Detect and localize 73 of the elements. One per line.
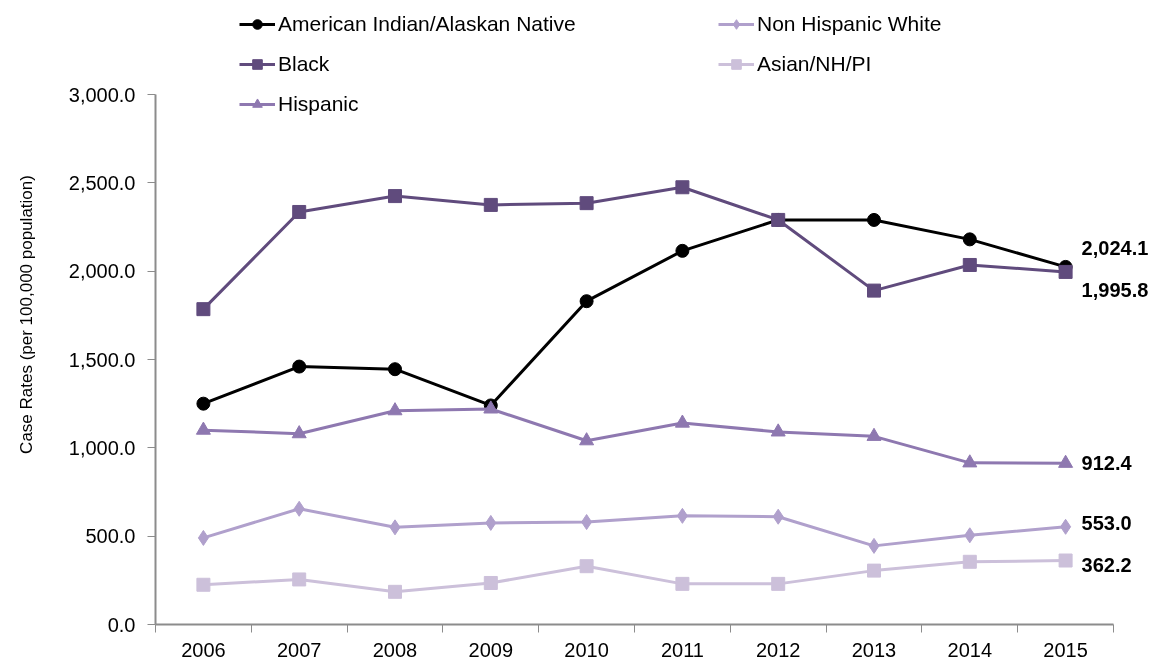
point (866, 427, 882, 441)
legend-label: Non Hispanic White (757, 12, 943, 36)
point (196, 302, 211, 317)
y-axis-title: Case Rates (per 100,000 population) (16, 175, 36, 454)
data-label: 553.0 (1081, 511, 1132, 534)
point (197, 529, 209, 546)
point (1060, 518, 1072, 535)
point (676, 507, 688, 524)
point (292, 359, 307, 374)
x-tick-label: 2011 (660, 638, 704, 661)
point (962, 454, 978, 468)
point (195, 421, 211, 435)
point (962, 257, 977, 272)
x-tick-label: 2008 (372, 638, 418, 661)
y-tick-label: 2,000.0 (68, 260, 136, 283)
point (293, 500, 305, 517)
y-tick-label: 500.0 (85, 525, 136, 548)
x-tick-label: 2012 (755, 638, 801, 661)
point (388, 584, 402, 599)
point (675, 576, 690, 591)
point (389, 519, 401, 536)
data-label: 1,995.8 (1081, 279, 1149, 302)
point (1058, 264, 1073, 279)
point (196, 396, 211, 411)
point (962, 232, 977, 247)
point (579, 196, 594, 211)
point (1058, 553, 1073, 568)
point (867, 212, 881, 227)
point (292, 572, 307, 587)
point (387, 402, 403, 416)
point (292, 204, 307, 219)
y-tick-label: 3,000.0 (68, 83, 136, 106)
point (579, 432, 595, 446)
legend-label: Asian/NH/PI (757, 52, 873, 76)
x-tick-label: 2007 (276, 638, 322, 661)
point (388, 189, 402, 204)
legend-label: Hispanic (278, 92, 360, 116)
point (291, 425, 307, 439)
point (196, 577, 211, 592)
point (485, 514, 497, 531)
y-tick-label: 1,000.0 (68, 436, 136, 459)
point (483, 575, 498, 590)
y-tick-label: 2,500.0 (68, 171, 136, 194)
point (675, 243, 690, 258)
point (867, 283, 881, 298)
x-tick-label: 2006 (181, 638, 226, 661)
x-tick-label: 2009 (468, 638, 514, 661)
x-tick-label: 2013 (851, 638, 897, 661)
point (771, 576, 786, 591)
point (962, 554, 977, 569)
point (868, 537, 880, 554)
point (964, 527, 976, 544)
point (772, 508, 784, 525)
point (1058, 454, 1074, 468)
point (770, 423, 786, 437)
y-tick-label: 0.0 (107, 613, 136, 636)
x-tick-label: 2015 (1043, 638, 1088, 661)
x-tick-label: 2010 (564, 638, 609, 661)
data-label: 362.2 (1081, 553, 1132, 576)
data-label: 912.4 (1081, 452, 1133, 475)
x-tick-label: 2014 (947, 638, 993, 661)
legend-label: Black (278, 52, 331, 76)
point (483, 197, 498, 212)
point (388, 362, 402, 377)
point (675, 180, 690, 195)
point (579, 294, 594, 309)
point (579, 559, 594, 574)
point (674, 414, 690, 428)
point (867, 563, 881, 578)
data-label: 2,024.1 (1081, 237, 1149, 260)
y-tick-label: 1,500.0 (68, 348, 136, 371)
point (581, 514, 593, 531)
legend-label: American Indian/Alaskan Native (278, 12, 577, 36)
